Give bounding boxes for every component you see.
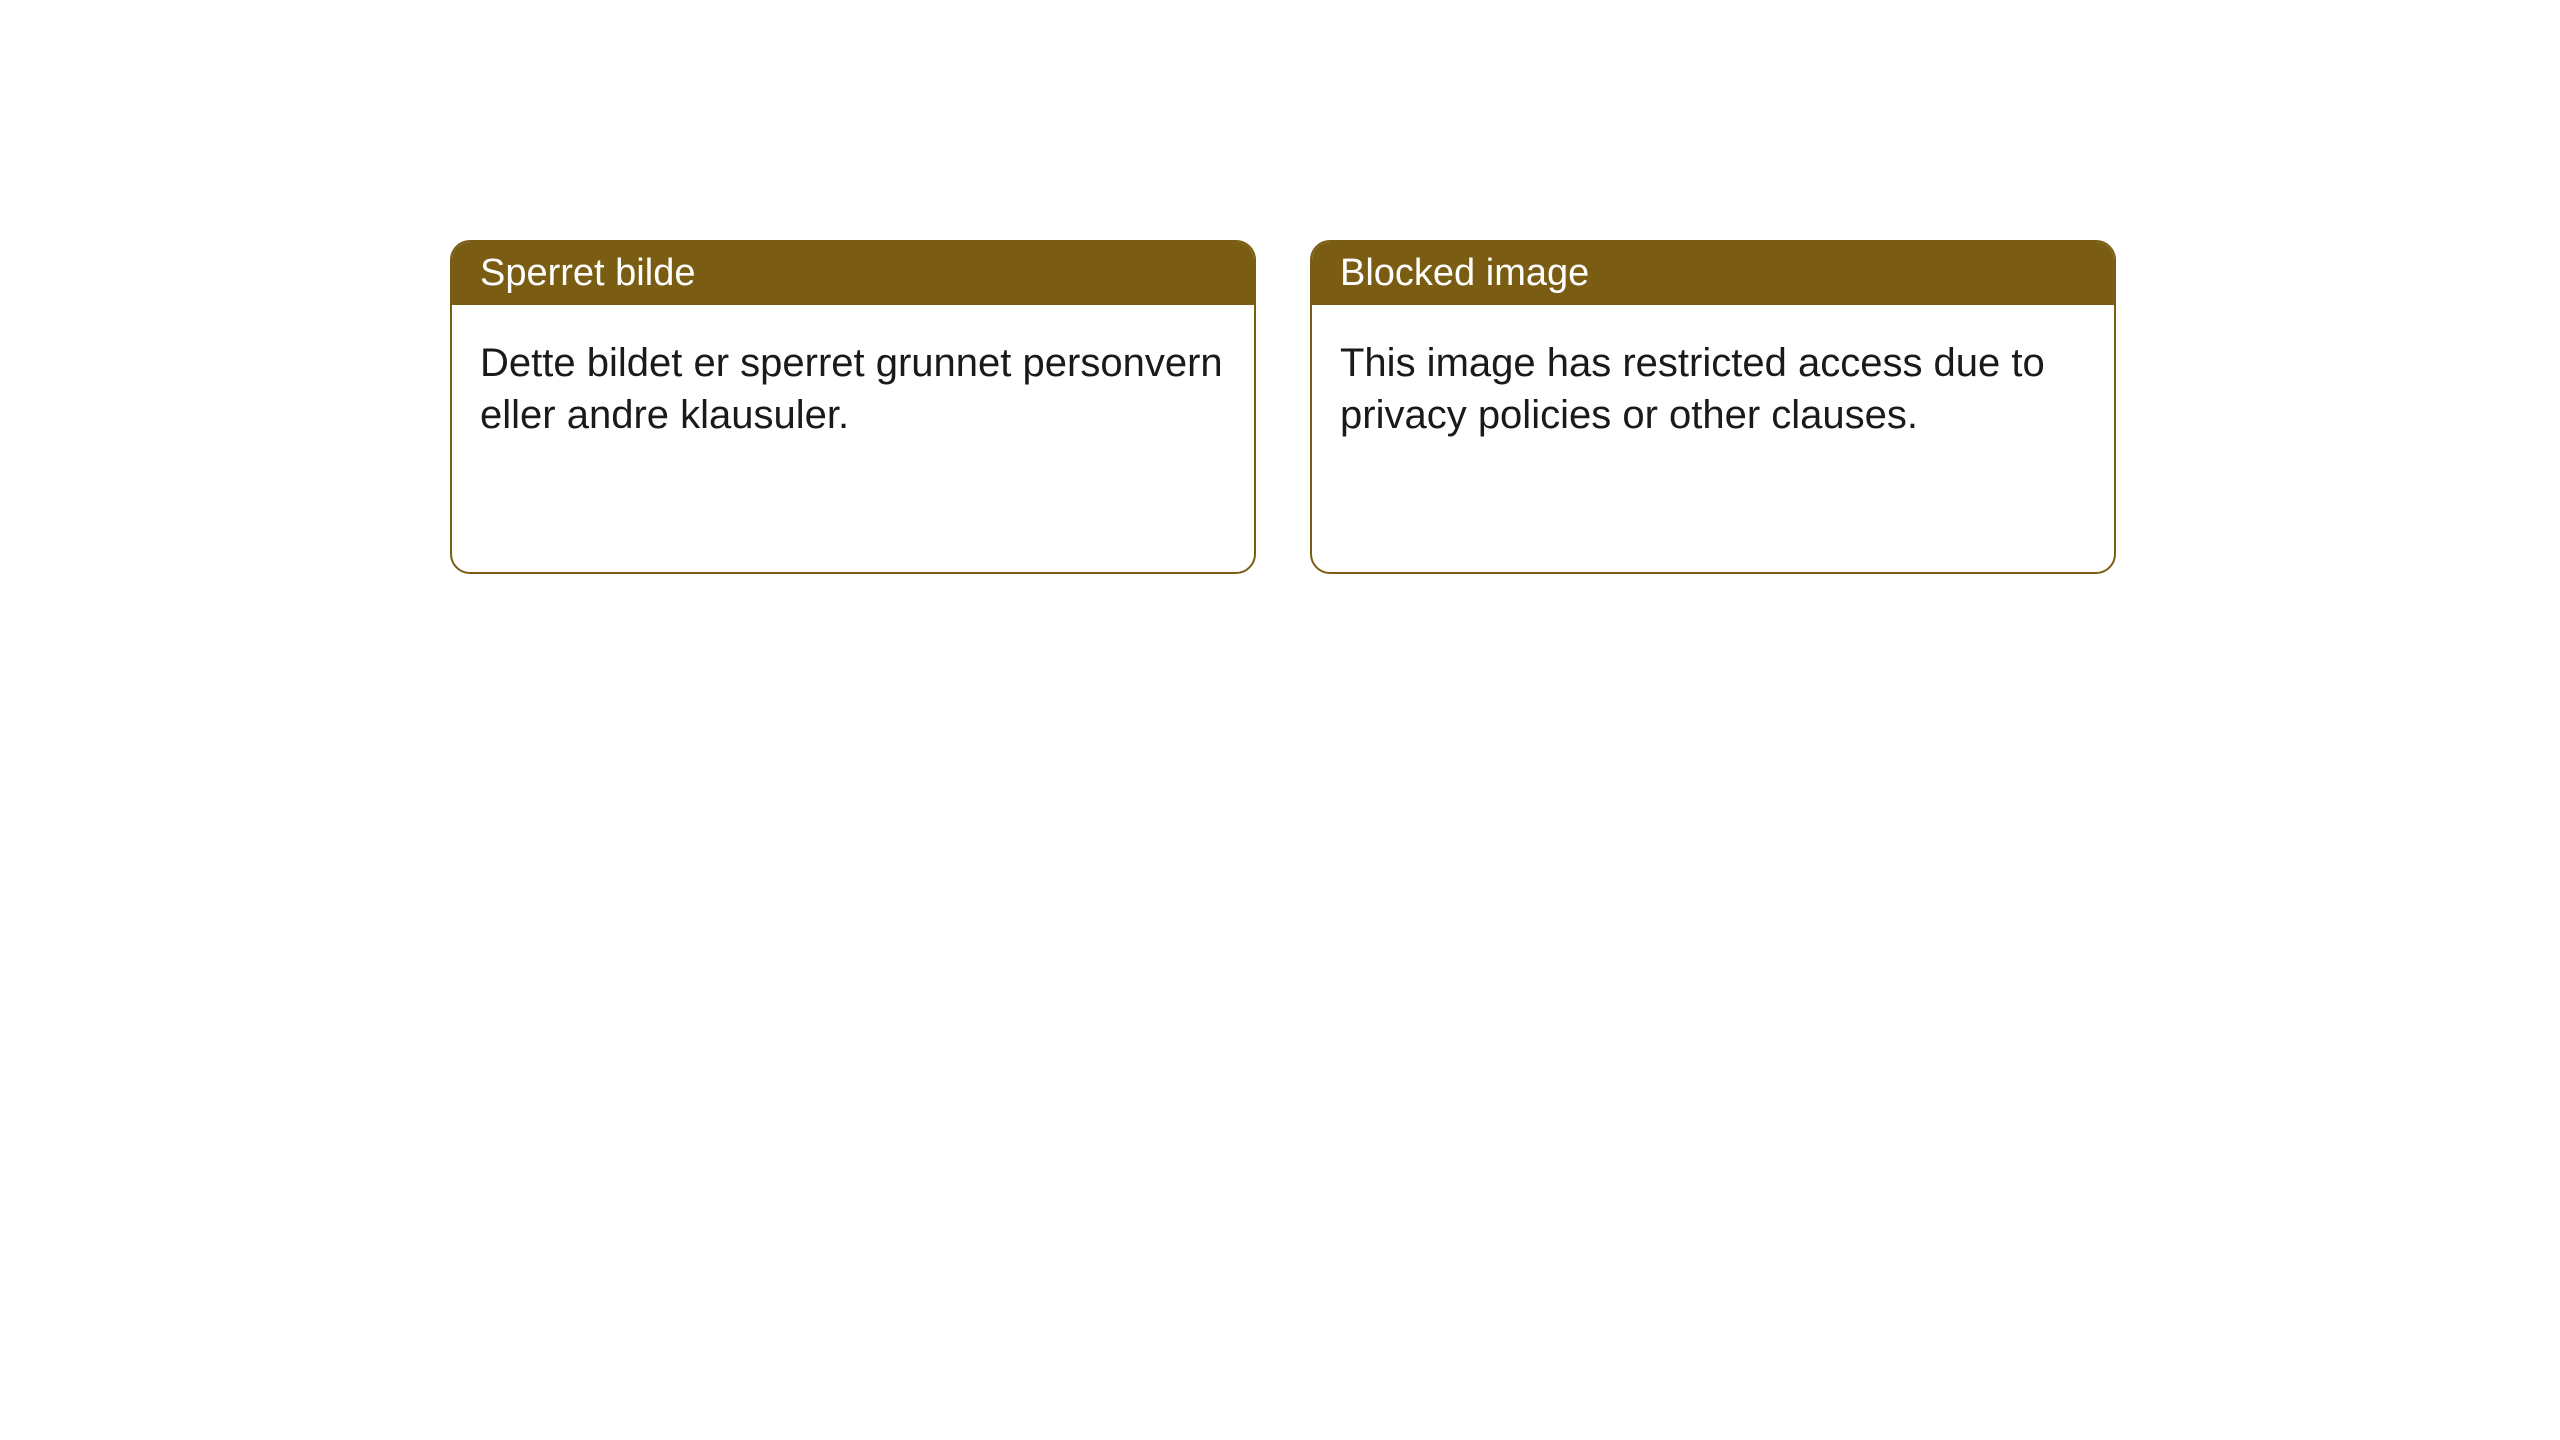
card-title: Blocked image [1312,242,2114,305]
blocked-image-card-norwegian: Sperret bilde Dette bildet er sperret gr… [450,240,1256,574]
card-title: Sperret bilde [452,242,1254,305]
card-body-text: Dette bildet er sperret grunnet personve… [452,305,1254,473]
blocked-image-card-english: Blocked image This image has restricted … [1310,240,2116,574]
card-body-text: This image has restricted access due to … [1312,305,2114,473]
blocked-image-notices: Sperret bilde Dette bildet er sperret gr… [0,0,2560,574]
